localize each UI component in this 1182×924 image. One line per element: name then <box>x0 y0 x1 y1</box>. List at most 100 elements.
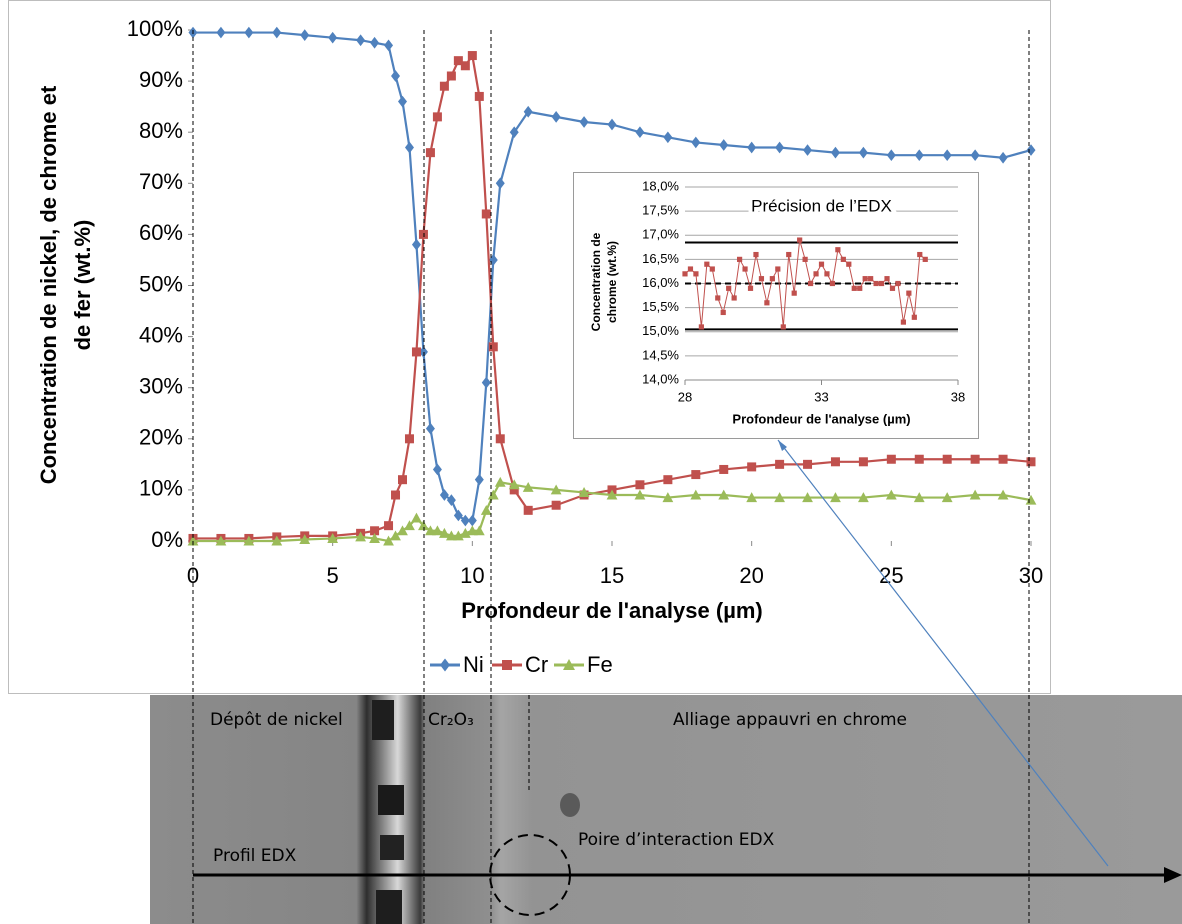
y-tick-label: 90% <box>139 67 183 92</box>
point <box>682 271 687 276</box>
sem-texture <box>378 785 404 815</box>
point <box>803 257 808 262</box>
point <box>887 455 896 464</box>
layer-label: Cr₂O₃ <box>428 710 474 730</box>
point <box>398 475 407 484</box>
y-axis-title: Concentration de <box>589 232 603 331</box>
point <box>391 491 400 500</box>
point <box>721 310 726 315</box>
point <box>971 455 980 464</box>
y-tick-label: 17,5% <box>642 203 679 218</box>
point <box>496 434 505 443</box>
point <box>710 266 715 271</box>
sem-texture <box>376 890 402 924</box>
x-tick-label: 33 <box>814 389 828 404</box>
point <box>770 276 775 281</box>
point <box>688 266 693 271</box>
x-tick-label: 30 <box>1019 563 1043 588</box>
point <box>923 257 928 262</box>
legend-marker <box>502 660 512 670</box>
point <box>759 276 764 281</box>
y-axis-title: Concentration de nickel, de chrome et <box>36 85 61 484</box>
point <box>433 112 442 121</box>
point <box>846 262 851 267</box>
point <box>475 92 484 101</box>
point <box>775 460 784 469</box>
point <box>468 51 477 60</box>
point <box>901 320 906 325</box>
point <box>482 209 491 218</box>
y-tick-label: 15,5% <box>642 299 679 314</box>
point <box>830 281 835 286</box>
point <box>447 71 456 80</box>
page: 0%10%20%30%40%50%60%70%80%90%100%0510152… <box>0 0 1182 924</box>
point <box>792 291 797 296</box>
y-tick-label: 70% <box>139 169 183 194</box>
point <box>884 276 889 281</box>
y-tick-label: 80% <box>139 118 183 143</box>
point <box>943 455 952 464</box>
y-tick-label: 16,5% <box>642 251 679 266</box>
point <box>786 252 791 257</box>
y-axis-title: chrome (wt.%) <box>605 241 619 323</box>
point <box>726 286 731 291</box>
x-tick-label: 38 <box>951 389 965 404</box>
point <box>524 506 533 515</box>
x-tick-label: 10 <box>460 563 484 588</box>
annotation: Poire d’interaction EDX <box>578 830 775 850</box>
point <box>412 347 421 356</box>
point <box>440 82 449 91</box>
point <box>999 455 1008 464</box>
point <box>426 148 435 157</box>
x-axis-title: Profondeur de l'analyse (µm) <box>461 598 763 623</box>
point <box>719 465 728 474</box>
y-tick-label: 60% <box>139 220 183 245</box>
layer-label: Dépôt de nickel <box>210 710 343 730</box>
point <box>1027 457 1036 466</box>
legend-label: Cr <box>525 652 548 677</box>
point <box>489 342 498 351</box>
point <box>874 281 879 286</box>
sem-texture <box>372 700 394 740</box>
x-tick-label: 28 <box>678 389 692 404</box>
point <box>912 315 917 320</box>
point <box>405 434 414 443</box>
point <box>742 266 747 271</box>
y-axis-title: de fer (wt.%) <box>70 220 95 351</box>
y-tick-label: 20% <box>139 425 183 450</box>
point <box>419 230 428 239</box>
point <box>747 462 756 471</box>
x-axis-title: Profondeur de l'analyse (µm) <box>732 411 910 426</box>
point <box>906 291 911 296</box>
y-tick-label: 0% <box>151 527 183 552</box>
point <box>691 470 700 479</box>
point <box>819 262 824 267</box>
y-tick-label: 14,0% <box>642 371 679 386</box>
point <box>895 281 900 286</box>
point <box>764 300 769 305</box>
point <box>879 281 884 286</box>
point <box>797 237 802 242</box>
point <box>841 257 846 262</box>
y-tick-label: 50% <box>139 271 183 296</box>
point <box>635 480 644 489</box>
x-tick-label: 5 <box>327 563 339 588</box>
point <box>917 252 922 257</box>
point <box>852 286 857 291</box>
point <box>732 295 737 300</box>
point <box>813 271 818 276</box>
y-tick-label: 40% <box>139 322 183 347</box>
sem-texture <box>560 793 580 817</box>
point <box>748 286 753 291</box>
legend-label: Fe <box>587 652 613 677</box>
point <box>803 460 812 469</box>
point <box>857 286 862 291</box>
point <box>737 257 742 262</box>
y-tick-label: 30% <box>139 374 183 399</box>
point <box>835 247 840 252</box>
point <box>868 276 873 281</box>
point <box>715 295 720 300</box>
sem-texture <box>380 835 404 860</box>
x-tick-label: 20 <box>739 563 763 588</box>
y-tick-label: 14,5% <box>642 347 679 362</box>
